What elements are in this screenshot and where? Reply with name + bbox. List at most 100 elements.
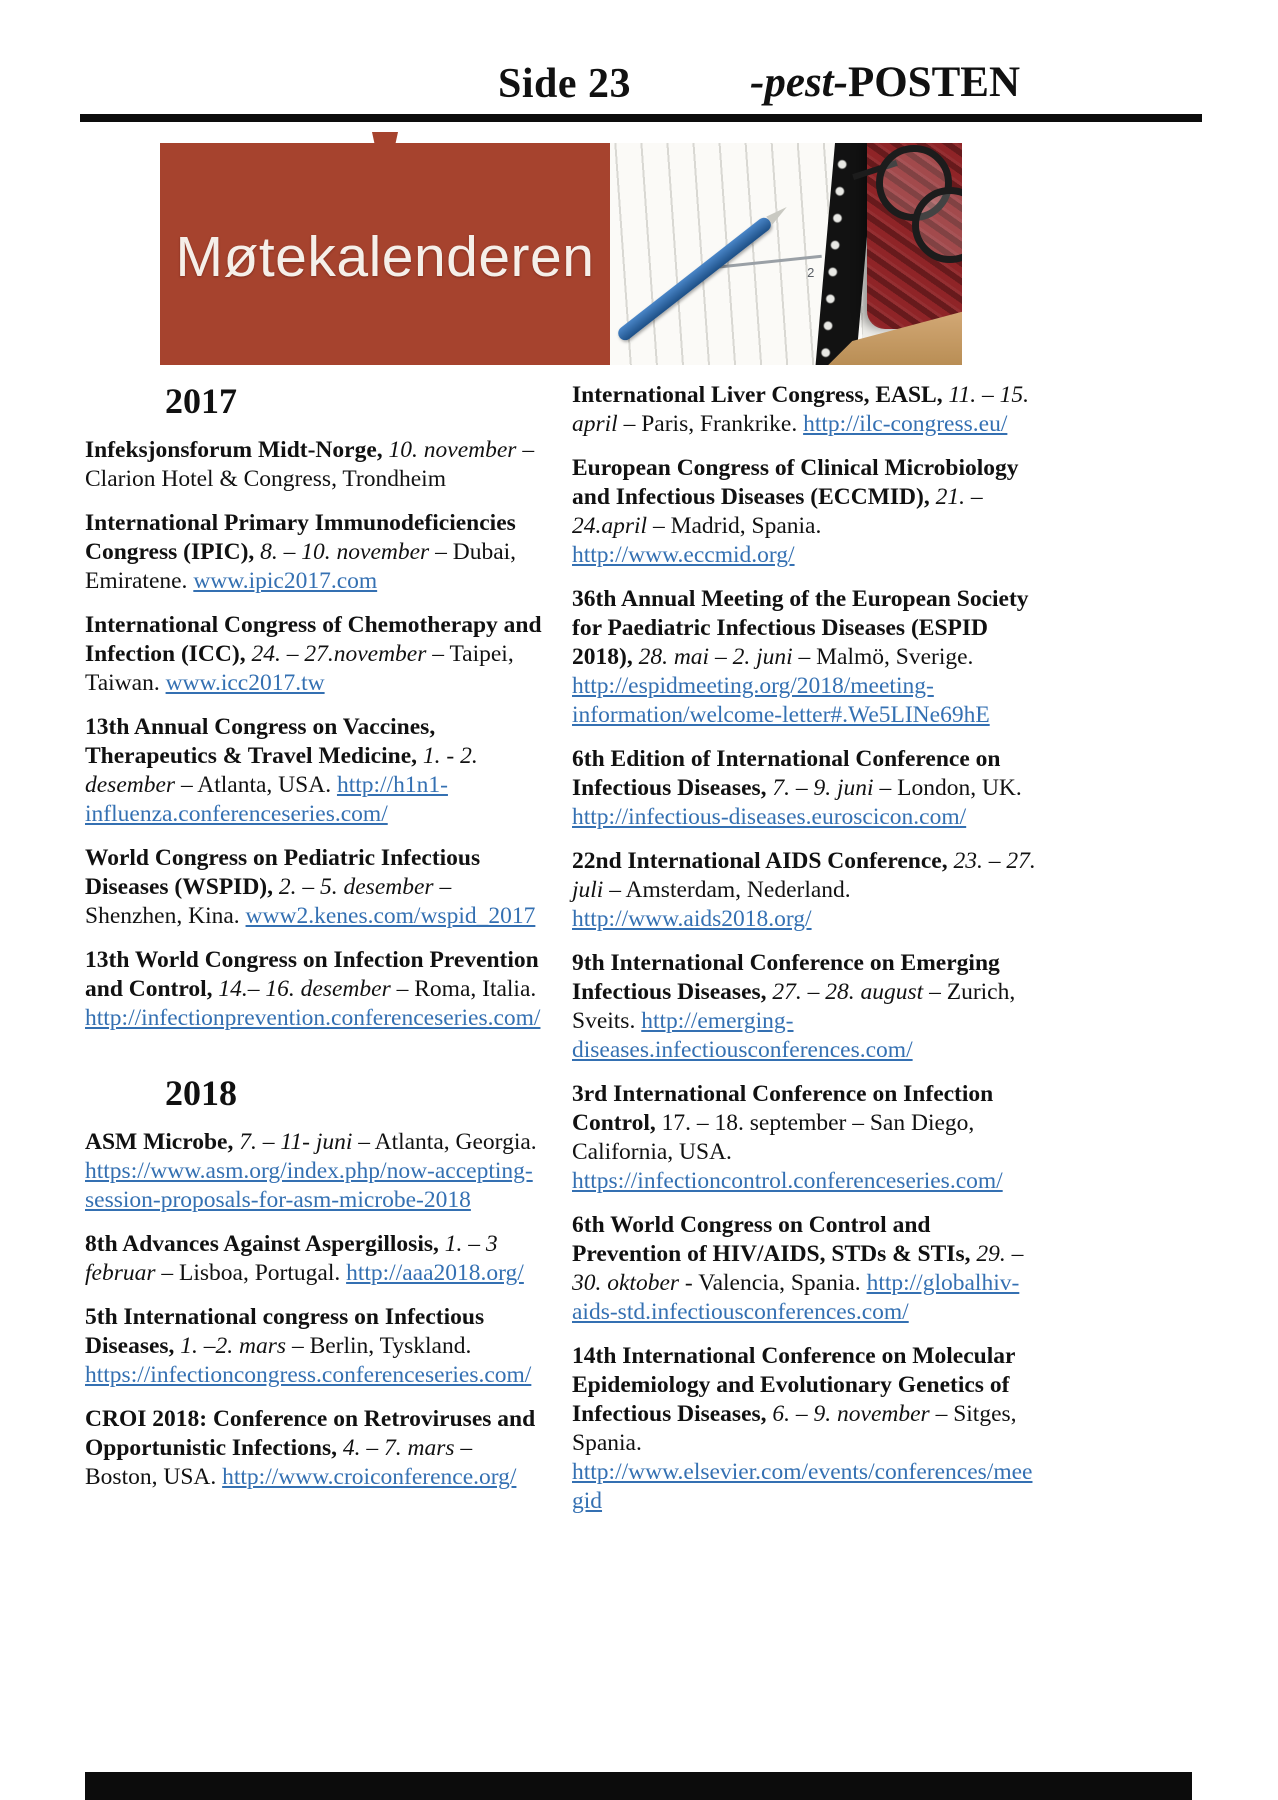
entry-date: 27. – 28. august	[766, 979, 924, 1005]
entry-location: – Malmö, Sverige.	[792, 644, 974, 670]
entry-location: - Valencia, Spania.	[679, 1270, 867, 1296]
calendar-entry: 3rd International Conference on Infectio…	[572, 1080, 1044, 1196]
entry-link[interactable]: http://www.croiconference.org/	[222, 1464, 517, 1490]
entry-location: – Clarion Hotel & Congress, Trondheim	[85, 437, 535, 492]
entry-title: ASM Microbe,	[85, 1129, 234, 1155]
entry-title: International Primary Immunodeficiencies…	[85, 510, 516, 565]
entry-link[interactable]: http://h1n1-influenza.conferenceseries.c…	[85, 772, 448, 827]
entry-location: – Roma, Italia.	[390, 976, 537, 1002]
year-heading: 2017	[165, 381, 237, 421]
entry-date: 10. november	[382, 437, 517, 463]
entry-date: 7. – 11- juni	[233, 1129, 353, 1155]
entry-link[interactable]: http://globalhiv-aids-std.infectiousconf…	[572, 1270, 1020, 1325]
entry-title: International Liver Congress, EASL,	[572, 382, 943, 408]
masthead-italic-part: -pest-	[750, 59, 848, 106]
entry-date: 7. – 9. juni	[766, 775, 874, 801]
calendar-entry: International Primary Immunodeficiencies…	[85, 509, 547, 596]
photo-glasses-lens	[912, 187, 962, 263]
entry-link[interactable]: http://infectious-diseases.euroscicon.co…	[572, 804, 967, 830]
entry-title: CROI 2018: Conference on Retroviruses an…	[85, 1406, 536, 1461]
calendar-entry: ASM Microbe, 7. – 11- juni – Atlanta, Ge…	[85, 1128, 547, 1215]
entry-title: 5th International congress on Infectious…	[85, 1304, 485, 1359]
entry-title: 22nd International AIDS Conference,	[572, 848, 948, 874]
entry-title: 9th International Conference on Emerging…	[572, 950, 1000, 1005]
entry-date: 2. – 5. desember	[273, 874, 434, 900]
entry-link[interactable]: http://www.elsevier.com/events/conferenc…	[572, 1459, 1033, 1514]
banner: Møtekalenderen 2	[160, 132, 962, 365]
calendar-entry: 14th International Conference on Molecul…	[572, 1342, 1044, 1516]
banner-title-panel: Møtekalenderen	[160, 143, 610, 365]
entry-link[interactable]: http://aaa2018.org/	[346, 1260, 524, 1286]
entry-date: 17. – 18. september	[655, 1110, 847, 1136]
entry-location: – Dubai, Emiratene.	[85, 539, 517, 594]
banner-title: Møtekalenderen	[175, 225, 595, 289]
calendar-entry: 6th World Congress on Control and Preven…	[572, 1211, 1044, 1327]
entry-date: 1. - 2. desember	[85, 743, 478, 798]
entry-location: – Amsterdam, Nederland.	[603, 877, 851, 903]
entry-link[interactable]: http://ilc-congress.eu/	[803, 411, 1008, 437]
entry-link[interactable]: http://emerging-diseases.infectiousconfe…	[572, 1008, 913, 1063]
entry-link[interactable]: http://infectionprevention.conferenceser…	[85, 1005, 541, 1031]
entry-title: 13th World Congress on Infection Prevent…	[85, 947, 539, 1002]
column-left: 2017 Infeksjonsforum Midt-Norge, 10. nove…	[85, 383, 547, 1507]
entry-location: – Boston, USA.	[85, 1435, 473, 1490]
entry-location: – Zurich, Sveits.	[572, 979, 1016, 1034]
calendar-entry: 13th Annual Congress on Vaccines, Therap…	[85, 713, 547, 829]
entry-location: – Berlin, Tyskland.	[286, 1333, 472, 1359]
entry-location: – Atlanta, USA.	[175, 772, 337, 798]
entry-title: 13th Annual Congress on Vaccines, Therap…	[85, 714, 436, 769]
calendar-photo: 2	[610, 143, 962, 365]
entry-link[interactable]: http://www.eccmid.org/	[572, 542, 795, 568]
entry-date: 6. – 9. november	[766, 1401, 930, 1427]
entry-link[interactable]: www.ipic2017.com	[193, 568, 378, 594]
entry-date: 8. – 10. november	[254, 539, 430, 565]
entry-date: 29. – 30. oktober	[572, 1241, 1024, 1296]
calendar-entry: International Congress of Chemotherapy a…	[85, 611, 547, 698]
entry-location: – Taipei, Taiwan.	[85, 641, 514, 696]
entry-link[interactable]: www.icc2017.tw	[165, 670, 325, 696]
entry-location: – London, UK.	[873, 775, 1022, 801]
calendar-entry: 8th Advances Against Aspergillosis, 1. –…	[85, 1230, 547, 1288]
entry-date: 1. –2. mars	[174, 1333, 287, 1359]
entry-date: 11. – 15. april	[572, 382, 1029, 437]
masthead-rest-part: POSTEN	[847, 59, 1020, 106]
entry-location: – Lisboa, Portugal.	[155, 1260, 347, 1286]
entry-location: – Shenzhen, Kina.	[85, 874, 452, 929]
entry-location: – San Diego, California, USA.	[572, 1110, 975, 1165]
entry-location: – Paris, Frankrike.	[617, 411, 804, 437]
entry-date: 14.– 16. desember	[212, 976, 391, 1002]
year-heading: 2018	[165, 1073, 237, 1113]
banner-notch	[372, 132, 398, 144]
entry-link[interactable]: https://infectioncontrol.conferenceserie…	[572, 1168, 1003, 1194]
masthead: -pest-POSTEN	[750, 58, 1020, 107]
entry-title: 36th Annual Meeting of the European Soci…	[572, 586, 1029, 670]
entry-date: 21. – 24.april	[572, 484, 983, 539]
entry-date: 28. mai – 2. juni	[632, 644, 793, 670]
entry-title: 14th International Conference on Molecul…	[572, 1343, 1015, 1427]
entry-title: 6th World Congress on Control and Preven…	[572, 1212, 971, 1267]
entry-date: 24. – 27.november	[245, 641, 427, 667]
calendar-entry: CROI 2018: Conference on Retroviruses an…	[85, 1405, 547, 1492]
calendar-entry: 22nd International AIDS Conference, 23. …	[572, 847, 1044, 934]
calendar-entry: 36th Annual Meeting of the European Soci…	[572, 585, 1044, 730]
entry-link[interactable]: www2.kenes.com/wspid_2017	[245, 903, 536, 929]
entry-date: 4. – 7. mars	[337, 1435, 455, 1461]
calendar-entry: Infeksjonsforum Midt-Norge, 10. november…	[85, 436, 547, 494]
entry-link[interactable]: http://espidmeeting.org/2018/meeting-inf…	[572, 673, 990, 728]
calendar-entry: 6th Edition of International Conference …	[572, 745, 1044, 832]
entry-title: European Congress of Clinical Microbiolo…	[572, 455, 1019, 510]
column-right: International Liver Congress, EASL, 11. …	[572, 381, 1044, 1531]
calendar-entry: 9th International Conference on Emerging…	[572, 949, 1044, 1065]
entry-title: International Congress of Chemotherapy a…	[85, 612, 542, 667]
entry-link[interactable]: https://infectioncongress.conferenceseri…	[85, 1362, 532, 1388]
entry-date: 23. – 27. juli	[572, 848, 1036, 903]
header-rule	[80, 114, 1202, 122]
photo-day-number: 2	[807, 265, 815, 281]
calendar-entry: International Liver Congress, EASL, 11. …	[572, 381, 1044, 439]
entry-link[interactable]: http://www.aids2018.org/	[572, 906, 812, 932]
calendar-entry: World Congress on Pediatric Infectious D…	[85, 844, 547, 931]
entry-location: – Sitges, Spania.	[572, 1401, 1017, 1456]
calendar-entry: European Congress of Clinical Microbiolo…	[572, 454, 1044, 570]
entry-link[interactable]: https://www.asm.org/index.php/now-accept…	[85, 1158, 533, 1213]
entry-title: 8th Advances Against Aspergillosis,	[85, 1231, 439, 1257]
